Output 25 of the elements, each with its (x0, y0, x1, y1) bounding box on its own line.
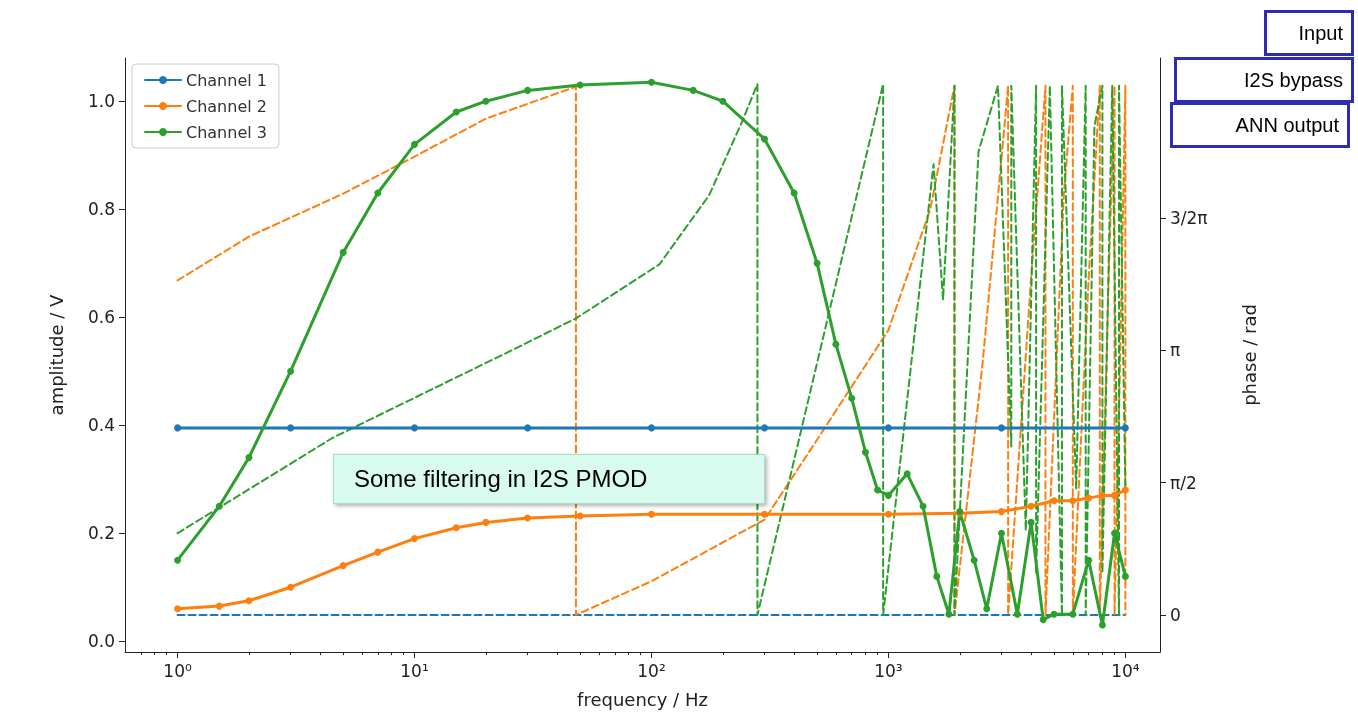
y-tick-label: 0.0 (87, 631, 115, 652)
x-tick-label: 10⁴ (1111, 660, 1140, 681)
legend-label: Channel 1 (186, 70, 267, 90)
y2-axis-title: phase / rad (1238, 304, 1260, 406)
y2-tick-label: π/2 (1170, 472, 1197, 493)
y-tick-label: 1.0 (87, 91, 115, 112)
y2-tick-label: 0 (1170, 604, 1181, 625)
tag-box: Input (1264, 10, 1354, 56)
x-axis-title: frequency / Hz (577, 688, 708, 710)
x-tick-label: 10² (637, 660, 666, 681)
y-tick-label: 0.2 (87, 523, 115, 544)
y-tick-label: 0.8 (87, 199, 115, 220)
x-tick-label: 10¹ (400, 660, 429, 681)
tag-box: I2S bypass (1174, 57, 1354, 103)
callout-box: Some filtering in I2S PMOD (333, 454, 765, 504)
y-axis-title: amplitude / V (45, 293, 67, 416)
y-tick-label: 0.4 (87, 415, 115, 436)
tag-box: ANN output (1170, 102, 1350, 148)
y2-tick-label: 3/2π (1170, 207, 1208, 228)
x-tick-label: 10⁰ (163, 660, 192, 681)
legend-label: Channel 3 (186, 122, 267, 142)
y-tick-label: 0.6 (87, 307, 115, 328)
legend-label: Channel 2 (186, 96, 267, 116)
x-tick-label: 10³ (874, 660, 903, 681)
y2-tick-label: π (1170, 340, 1181, 361)
